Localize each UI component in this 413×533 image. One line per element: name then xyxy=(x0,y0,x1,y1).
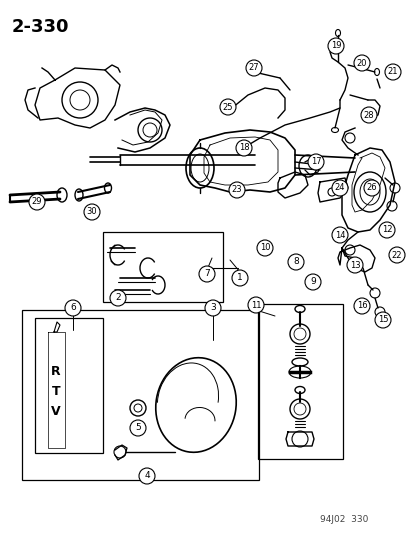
Circle shape xyxy=(346,257,362,273)
Text: 2: 2 xyxy=(115,294,121,303)
Text: 25: 25 xyxy=(222,102,233,111)
Text: 3: 3 xyxy=(210,303,215,312)
Circle shape xyxy=(360,107,376,123)
Text: 5: 5 xyxy=(135,424,140,432)
Circle shape xyxy=(331,180,347,196)
Text: 94J02  330: 94J02 330 xyxy=(319,515,368,524)
Text: 19: 19 xyxy=(330,42,340,51)
Circle shape xyxy=(231,270,247,286)
Text: 6: 6 xyxy=(70,303,76,312)
Circle shape xyxy=(228,182,244,198)
Circle shape xyxy=(199,266,214,282)
Circle shape xyxy=(304,274,320,290)
Text: 30: 30 xyxy=(86,207,97,216)
Text: 24: 24 xyxy=(334,183,344,192)
Text: 7: 7 xyxy=(204,270,209,279)
Text: 26: 26 xyxy=(366,183,376,192)
Circle shape xyxy=(247,297,263,313)
Circle shape xyxy=(130,420,146,436)
Circle shape xyxy=(353,55,369,71)
Circle shape xyxy=(374,312,390,328)
Bar xyxy=(35,318,103,453)
Text: 29: 29 xyxy=(32,198,42,206)
Circle shape xyxy=(84,204,100,220)
Bar xyxy=(103,232,223,302)
Circle shape xyxy=(307,154,323,170)
Circle shape xyxy=(245,60,261,76)
Text: 15: 15 xyxy=(377,316,387,325)
Circle shape xyxy=(65,300,81,316)
Circle shape xyxy=(378,222,394,238)
Text: 9: 9 xyxy=(309,278,315,287)
Text: 21: 21 xyxy=(387,68,397,77)
Text: 23: 23 xyxy=(231,185,242,195)
Circle shape xyxy=(204,300,221,316)
Circle shape xyxy=(139,468,154,484)
Text: 13: 13 xyxy=(349,261,359,270)
Circle shape xyxy=(219,99,235,115)
Circle shape xyxy=(110,290,126,306)
Text: 1: 1 xyxy=(237,273,242,282)
Circle shape xyxy=(384,64,400,80)
Text: 11: 11 xyxy=(250,301,261,310)
Text: 10: 10 xyxy=(259,244,270,253)
Text: 18: 18 xyxy=(238,143,249,152)
Text: R: R xyxy=(51,365,61,378)
Text: 27: 27 xyxy=(248,63,259,72)
Circle shape xyxy=(327,38,343,54)
Text: 16: 16 xyxy=(356,302,366,311)
Text: 22: 22 xyxy=(391,251,401,260)
Circle shape xyxy=(256,240,272,256)
Text: T: T xyxy=(52,385,60,398)
Bar xyxy=(22,310,259,480)
Text: 20: 20 xyxy=(356,59,366,68)
Circle shape xyxy=(331,227,347,243)
Text: 8: 8 xyxy=(292,257,298,266)
Circle shape xyxy=(235,140,252,156)
Circle shape xyxy=(353,298,369,314)
Text: 2-330: 2-330 xyxy=(12,18,69,36)
Text: 4: 4 xyxy=(144,472,150,481)
Text: 17: 17 xyxy=(310,157,320,166)
Text: 28: 28 xyxy=(363,110,373,119)
Text: 12: 12 xyxy=(381,225,391,235)
Text: 14: 14 xyxy=(334,230,344,239)
Bar xyxy=(257,304,342,459)
Circle shape xyxy=(363,180,379,196)
Circle shape xyxy=(29,194,45,210)
Circle shape xyxy=(287,254,303,270)
Circle shape xyxy=(388,247,404,263)
Text: V: V xyxy=(51,405,61,418)
